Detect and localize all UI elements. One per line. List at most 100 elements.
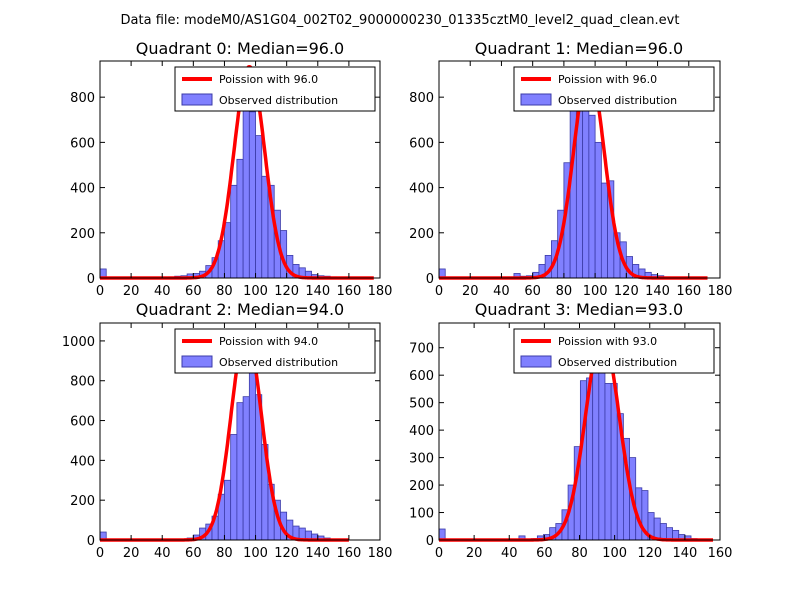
quadrant-1-legend-curve-label: Poission with 96.0: [558, 73, 657, 86]
quadrant-2-axes: [99, 322, 381, 541]
quadrant-0-xtick-label: 20: [123, 284, 140, 299]
quadrant-0-ytick-label: 200: [70, 227, 95, 242]
quadrant-3-ytick-label: 300: [409, 452, 434, 467]
quadrant-1-xtick-label: 120: [614, 284, 639, 299]
quadrant-1-xtick-label: 0: [435, 284, 443, 299]
quadrant-2-xtick-label: 80: [216, 546, 233, 561]
quadrant-1-xtick-label: 140: [645, 284, 670, 299]
quadrant-0-ytick-label: 800: [70, 91, 95, 106]
quadrant-3-xtick-label: 20: [466, 546, 483, 561]
quadrant-1-bar: [582, 101, 590, 279]
quadrant-1-legend: Poission with 96.0 Observed distribution: [513, 66, 715, 112]
quadrant-1-legend-bars-swatch: [520, 93, 552, 106]
quadrant-1-xtick-label: 60: [524, 284, 541, 299]
quadrant-2-xtick-label: 0: [96, 546, 104, 561]
quadrant-1-xtick-label: 80: [556, 284, 573, 299]
quadrant-0-bar: [236, 158, 244, 279]
quadrant-0-ticks: 0 20 40 60 80 100 120 140 160 180 0 200 400 600 800: [70, 61, 392, 299]
quadrant-0-bar: [224, 222, 232, 279]
quadrant-3-xtick-label: 0: [435, 546, 443, 561]
quadrant-0-legend-bars-swatch: [181, 93, 213, 106]
quadrant-0-xtick-label: 80: [216, 284, 233, 299]
quadrant-0-ytick-label: 0: [87, 272, 95, 287]
quadrant-3-bar: [604, 383, 612, 541]
quadrant-1-xtick-label: 100: [583, 284, 608, 299]
quadrant-3-ytick-label: 400: [409, 424, 434, 439]
quadrant-3-ytick-label: 200: [409, 479, 434, 494]
quadrant-0-legend: Poission with 96.0 Observed distribution: [174, 66, 376, 112]
quadrant-2-xtick-label: 160: [336, 546, 361, 561]
quadrant-0-xtick-label: 100: [243, 284, 268, 299]
quadrant-0-xtick-label: 160: [336, 284, 361, 299]
quadrant-1-ytick-label: 600: [409, 136, 434, 151]
quadrant-2-xtick-label: 20: [123, 546, 140, 561]
quadrant-1-bar: [600, 182, 608, 279]
quadrant-2-xtick-label: 140: [305, 546, 330, 561]
quadrant-0-bar: [255, 135, 263, 279]
figure-title: Data file: modeM0/AS1G04_002T02_90000002…: [121, 13, 680, 28]
quadrant-1-ticks: 0 20 40 60 80 100 120 140 160 180 0 200 400 600 800: [409, 61, 732, 299]
quadrant-2-xtick-label: 180: [368, 546, 393, 561]
quadrant-0-xtick-label: 0: [96, 284, 104, 299]
quadrant-3-ytick-label: 600: [409, 369, 434, 384]
quadrant-0-legend-bars-label: Observed distribution: [219, 94, 338, 107]
quadrant-2-bar: [224, 479, 232, 541]
quadrant-0-xtick-label: 60: [185, 284, 202, 299]
quadrant-0-bar: [242, 109, 250, 279]
quadrant-2-bar: [230, 434, 238, 541]
quadrant-2-ytick-label: 200: [70, 494, 95, 509]
quadrant-2-bar: [236, 402, 244, 541]
quadrant-0-bar: [248, 111, 256, 279]
quadrant-0-axes: [99, 60, 381, 279]
quadrant-3-xtick-label: 140: [672, 546, 697, 561]
quadrant-2-chart: Quadrant 2: Median=94.0 0 20 40 60 80 100 120 1…: [62, 300, 393, 561]
quadrant-0-xtick-label: 40: [154, 284, 171, 299]
quadrant-3-ytick-label: 500: [409, 397, 434, 412]
quadrant-0-legend-curve-label: Poission with 96.0: [219, 73, 318, 86]
quadrant-1-ytick-label: 800: [409, 91, 434, 106]
quadrant-1-legend-bars-label: Observed distribution: [558, 94, 677, 107]
quadrant-2-xtick-label: 60: [185, 546, 202, 561]
quadrant-2-legend-curve-label: Poission with 94.0: [219, 335, 318, 348]
quadrant-0-ytick-label: 400: [70, 182, 95, 197]
quadrant-3-bar: [592, 369, 600, 541]
quadrant-1-ytick-label: 200: [409, 227, 434, 242]
quadrant-3-legend-curve-label: Poission with 93.0: [558, 335, 657, 348]
quadrant-2-ytick-label: 600: [70, 415, 95, 430]
quadrant-1-chart: Quadrant 1: Median=96.0 0 20 40 60 80 100 120 1…: [409, 39, 732, 299]
quadrant-3-xtick-label: 160: [708, 546, 733, 561]
quadrant-2-xtick-label: 100: [243, 546, 268, 561]
quadrant-3-xtick-label: 40: [501, 546, 518, 561]
quadrant-2-ytick-label: 400: [70, 454, 95, 469]
quadrant-0-xtick-label: 140: [305, 284, 330, 299]
quadrant-2-ytick-label: 0: [87, 534, 95, 549]
quadrant-0-xtick-label: 120: [274, 284, 299, 299]
quadrant-3-xtick-label: 60: [536, 546, 553, 561]
quadrant-0-title: Quadrant 0: Median=96.0: [136, 39, 344, 58]
quadrant-3-legend-bars-label: Observed distribution: [558, 356, 677, 369]
quadrant-3-ytick-label: 700: [409, 342, 434, 357]
quadrant-1-bar: [594, 141, 602, 279]
quadrant-1-axes: [438, 60, 721, 279]
quadrant-3-xtick-label: 80: [571, 546, 588, 561]
quadrant-3-ticks: 0 20 40 60 80 100 120 140 160 0 100 200 300 400 500 600…: [409, 323, 732, 561]
quadrant-1-xtick-label: 40: [493, 284, 510, 299]
quadrant-3-xtick-label: 120: [637, 546, 662, 561]
quadrant-2-xtick-label: 120: [274, 546, 299, 561]
quadrant-2-xtick-label: 40: [154, 546, 171, 561]
quadrant-1-xtick-label: 180: [708, 284, 733, 299]
quadrant-3-chart: Quadrant 3: Median=93.0 0 20 40 60 80 100 120 1…: [409, 300, 732, 561]
quadrant-1-ytick-label: 0: [426, 272, 434, 287]
quadrant-1-xtick-label: 160: [676, 284, 701, 299]
quadrant-1-bar: [588, 114, 596, 279]
quadrant-2-bar: [242, 396, 250, 541]
quadrant-0-xtick-label: 180: [368, 284, 393, 299]
quadrant-0-chart: Quadrant 0: Median=96.0 0 20 40 60 80 100 120 1…: [70, 39, 392, 299]
quadrant-1-ytick-label: 400: [409, 182, 434, 197]
quadrant-1-xtick-label: 20: [462, 284, 479, 299]
quadrant-3-bar: [659, 523, 667, 541]
quadrant-2-title: Quadrant 2: Median=94.0: [136, 300, 344, 319]
quadrant-3-legend: Poission with 93.0 Observed distribution: [513, 328, 715, 374]
quadrant-2-ticks: 0 20 40 60 80 100 120 140 160 180 0 200 400 600 800 100…: [62, 323, 393, 561]
